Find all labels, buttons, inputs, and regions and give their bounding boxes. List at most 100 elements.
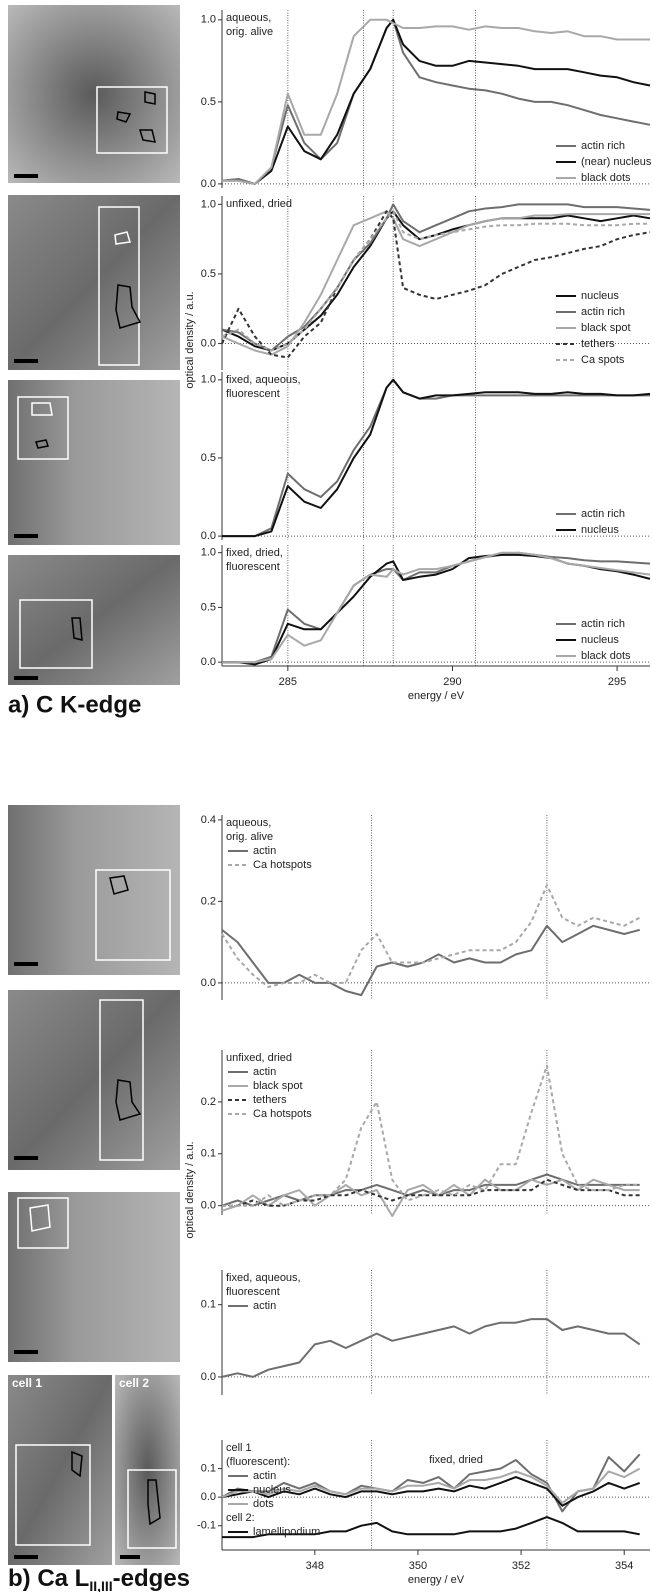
annotation: fixed, aqueous, bbox=[226, 1272, 301, 1284]
y-tick-label: 0.1 bbox=[201, 1148, 216, 1160]
y-tick-label: 0.0 bbox=[201, 1200, 216, 1212]
y-tick-label: 0.5 bbox=[201, 96, 216, 108]
panel-label: b) Ca LII,III-edges bbox=[8, 1565, 190, 1592]
annotation: cell 1 bbox=[226, 1442, 252, 1454]
scale-bar bbox=[14, 1350, 38, 1354]
micrograph bbox=[8, 1375, 112, 1565]
annotation: orig. alive bbox=[226, 26, 273, 38]
legend-label: black spot bbox=[581, 322, 631, 334]
x-axis-label: energy / eV bbox=[408, 690, 465, 702]
x-tick-label: 348 bbox=[306, 1560, 324, 1572]
data-line bbox=[222, 885, 640, 987]
annotation: aqueous, bbox=[226, 817, 271, 829]
legend-label: actin bbox=[253, 845, 276, 857]
panel-note: fixed, dried bbox=[429, 1454, 483, 1466]
legend-label: tethers bbox=[253, 1094, 287, 1106]
legend-label: nucleus bbox=[581, 524, 619, 536]
y-tick-label: 0.0 bbox=[201, 1491, 216, 1503]
y-tick-label: 0.2 bbox=[201, 1096, 216, 1108]
panel-label-sub: II,III bbox=[89, 1578, 112, 1592]
legend-label: black dots bbox=[581, 172, 631, 184]
y-tick-label: 1.0 bbox=[201, 547, 216, 559]
y-tick-label: 0.0 bbox=[201, 977, 216, 989]
y-tick-label: -0.1 bbox=[197, 1520, 216, 1532]
x-tick-label: 354 bbox=[615, 1560, 633, 1572]
micrograph bbox=[8, 1192, 180, 1362]
legend-label: nucleus bbox=[581, 634, 619, 646]
micrographs: cell 1 cell 2 bbox=[8, 5, 180, 1565]
y-tick-label: 0.0 bbox=[201, 178, 216, 190]
micrograph bbox=[8, 380, 180, 545]
scale-bar bbox=[14, 359, 38, 363]
y-tick-label: 0.5 bbox=[201, 452, 216, 464]
legend-label: actin bbox=[253, 1470, 276, 1482]
y-tick-label: 0.0 bbox=[201, 1371, 216, 1383]
panel-label-text: b) Ca L bbox=[8, 1565, 89, 1592]
image-label: cell 2 bbox=[119, 1376, 149, 1390]
annotation: fixed, dried, bbox=[226, 547, 283, 559]
data-line bbox=[222, 211, 650, 357]
y-tick-label: 0.0 bbox=[201, 337, 216, 349]
legend-group: cell 2: bbox=[226, 1512, 255, 1524]
legend-label: nucleus bbox=[581, 290, 619, 302]
y-axis-label: optical density / a.u. bbox=[184, 1141, 196, 1238]
panel-label-suffix: -edges bbox=[113, 1565, 190, 1592]
micrograph bbox=[8, 990, 180, 1170]
y-tick-label: 0.1 bbox=[201, 1462, 216, 1474]
x-tick-label: 295 bbox=[608, 676, 626, 688]
annotation: fluorescent bbox=[226, 1286, 280, 1298]
micrograph bbox=[8, 195, 180, 370]
scale-bar bbox=[120, 1555, 140, 1559]
annotation: fixed, aqueous, bbox=[226, 374, 301, 386]
legend-label: (near) nucleus bbox=[581, 156, 652, 168]
legend-label: black dots bbox=[581, 650, 631, 662]
legend-label: tethers bbox=[581, 338, 615, 350]
legend-label: actin rich bbox=[581, 618, 625, 630]
legend-label: actin rich bbox=[581, 140, 625, 152]
x-tick-label: 290 bbox=[443, 676, 461, 688]
y-tick-label: 1.0 bbox=[201, 198, 216, 210]
y-axis-label: optical density / a.u. bbox=[184, 291, 196, 388]
y-tick-label: 0.0 bbox=[201, 656, 216, 668]
data-line bbox=[222, 1319, 640, 1377]
legend-label: Ca hotspots bbox=[253, 859, 312, 871]
image-label: cell 1 bbox=[12, 1376, 42, 1390]
y-tick-label: 1.0 bbox=[201, 14, 216, 26]
micrograph bbox=[8, 555, 180, 685]
annotation: (fluorescent): bbox=[226, 1456, 290, 1468]
x-tick-label: 285 bbox=[279, 676, 297, 688]
scale-bar bbox=[14, 534, 38, 538]
legend-label: Ca spots bbox=[581, 354, 625, 366]
legend-label: lamellipodium bbox=[253, 1526, 320, 1538]
legend-label: actin rich bbox=[581, 508, 625, 520]
legend-label: nucleus bbox=[253, 1484, 291, 1496]
x-axis-label: energy / eV bbox=[408, 1574, 465, 1586]
scale-bar bbox=[14, 676, 38, 680]
legend-label: dots bbox=[253, 1498, 274, 1510]
y-tick-label: 0.1 bbox=[201, 1299, 216, 1311]
scale-bar bbox=[14, 1555, 38, 1559]
legend-label: actin bbox=[253, 1066, 276, 1078]
legend-label: black spot bbox=[253, 1080, 303, 1092]
legend-label: actin rich bbox=[581, 306, 625, 318]
scale-bar bbox=[14, 174, 38, 178]
y-tick-label: 0.0 bbox=[201, 530, 216, 542]
annotation: aqueous, bbox=[226, 12, 271, 24]
figure: cell 1 cell 2 a) C K-edge b) Ca LII,III-… bbox=[0, 0, 652, 1592]
annotation: unfixed, dried bbox=[226, 198, 292, 210]
annotation: fluorescent bbox=[226, 561, 280, 573]
legend-label: actin bbox=[253, 1300, 276, 1312]
annotation: fluorescent bbox=[226, 388, 280, 400]
y-tick-label: 0.4 bbox=[201, 814, 216, 826]
y-tick-label: 0.5 bbox=[201, 268, 216, 280]
annotation: orig. alive bbox=[226, 831, 273, 843]
panel-label: a) C K-edge bbox=[8, 691, 141, 718]
y-tick-label: 0.5 bbox=[201, 601, 216, 613]
x-tick-label: 352 bbox=[512, 1560, 530, 1572]
scale-bar bbox=[14, 962, 38, 966]
micrograph bbox=[8, 805, 180, 975]
legend-label: Ca hotspots bbox=[253, 1108, 312, 1120]
annotation: unfixed, dried bbox=[226, 1052, 292, 1064]
x-tick-label: 350 bbox=[409, 1560, 427, 1572]
y-tick-label: 1.0 bbox=[201, 374, 216, 386]
